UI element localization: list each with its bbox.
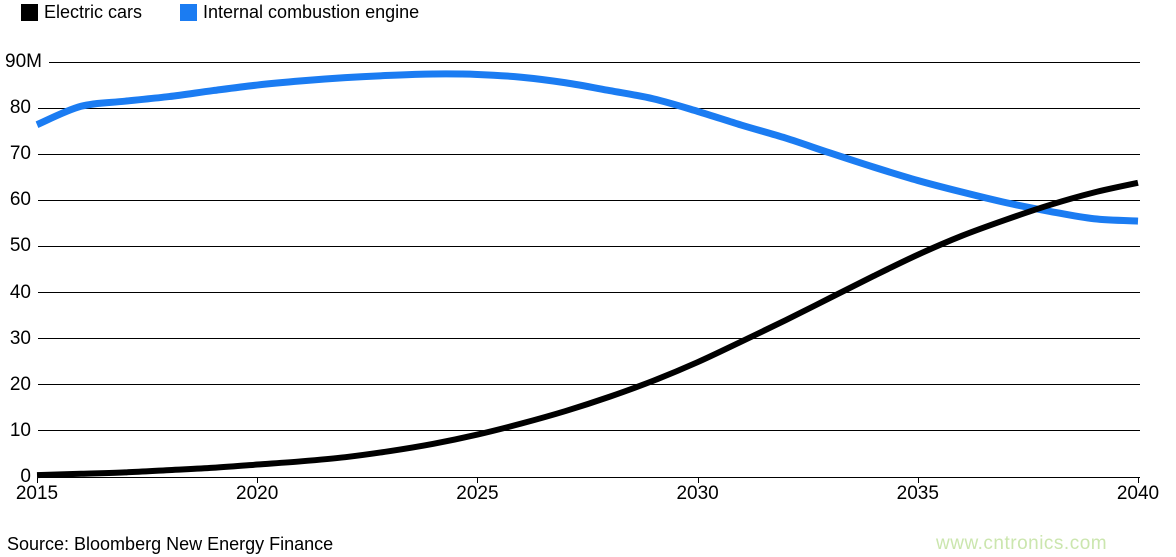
- legend-label: Electric cars: [44, 2, 143, 22]
- gridline: [38, 384, 1140, 386]
- y-axis-label: 60: [9, 189, 31, 211]
- gridline-row-60: 60: [0, 190, 1140, 210]
- legend-label: Internal combustion engine: [203, 2, 420, 22]
- x-axis-label: 2030: [676, 483, 719, 504]
- x-axis-tick: [917, 478, 919, 483]
- gridline-row-50: 50: [0, 236, 1140, 256]
- x-axis-label: 2035: [896, 483, 939, 504]
- gridline: [38, 199, 1140, 201]
- y-axis-label: 20: [9, 373, 31, 395]
- gridline: [38, 292, 1140, 294]
- legend-item-electric-cars: Electric cars: [21, 2, 142, 22]
- gridline-row-90: 90M: [0, 52, 1140, 72]
- x-axis-tick: [37, 478, 38, 483]
- gridline-row-30: 30: [0, 327, 1140, 349]
- source-caption: Source: Bloomberg New Energy Finance: [7, 534, 334, 554]
- internal-combustion-engine-swatch-icon: [180, 3, 198, 21]
- y-axis-label: 10: [9, 419, 31, 441]
- gridline: [38, 153, 1140, 155]
- y-axis-label: 0: [20, 466, 31, 487]
- x-axis-label: 2025: [456, 483, 499, 504]
- gridline: [38, 245, 1140, 247]
- x-axis-tick: [697, 478, 699, 483]
- gridline-row-20: 20: [0, 373, 1140, 395]
- y-axis-label: 70: [9, 143, 31, 165]
- legend: Electric cars Internal combustion engine: [21, 2, 419, 22]
- x-axis-label: 2020: [236, 483, 279, 504]
- watermark: www.cntronics.com: [936, 533, 1108, 554]
- gridline-row-70: 70: [0, 144, 1140, 164]
- y-axis-label: 50: [9, 235, 31, 257]
- x-axis-tick: [257, 478, 259, 483]
- gridline-row-40: 40: [0, 281, 1140, 303]
- y-axis-label: 30: [9, 327, 31, 349]
- gridline-row-10: 10: [0, 419, 1140, 441]
- x-axis-label: 2040: [1116, 483, 1160, 504]
- gridline-row-80: 80: [0, 98, 1140, 118]
- legend-item-internal-combustion-engine: Internal combustion engine: [180, 2, 419, 22]
- gridline: [38, 430, 1140, 432]
- x-axis-line: [38, 476, 1140, 478]
- y-axis-label: 80: [9, 97, 31, 119]
- electric-cars-swatch-icon: [21, 3, 38, 21]
- y-axis-label: 90M: [5, 51, 42, 72]
- y-axis-label: 40: [9, 281, 31, 303]
- gridline-row-0: 0: [0, 467, 1140, 487]
- x-axis-label: 2015: [15, 483, 59, 504]
- gridline: [38, 338, 1140, 340]
- x-axis-tick: [1138, 478, 1139, 483]
- gridline: [48, 61, 1140, 63]
- x-axis-tick: [477, 478, 479, 483]
- gridline: [38, 107, 1140, 109]
